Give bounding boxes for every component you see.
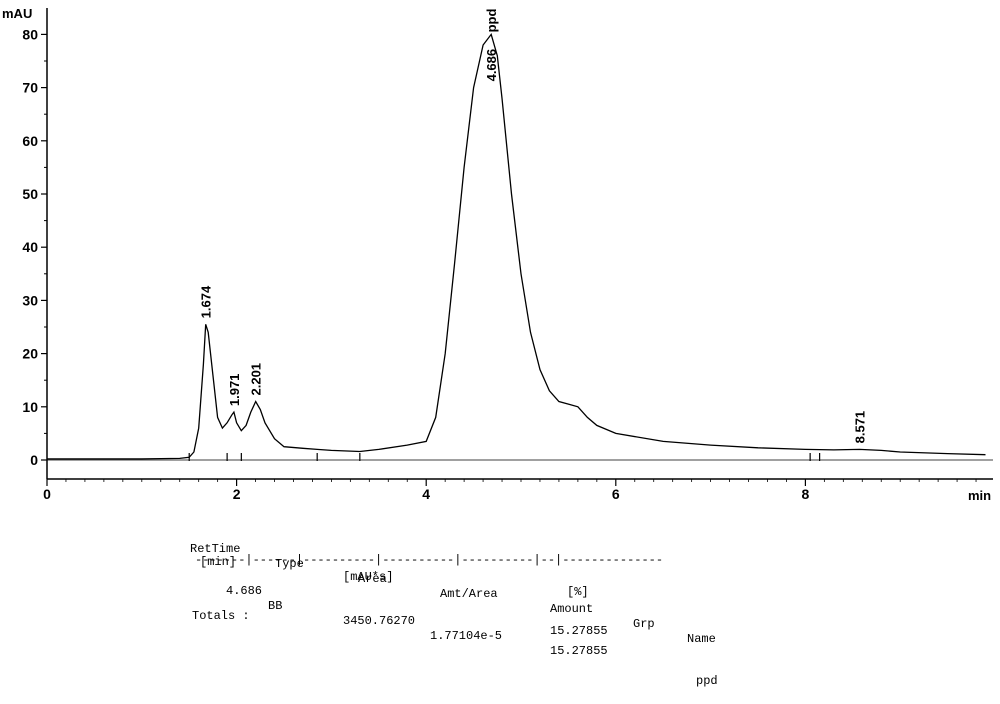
peak-label-group: 1.674 1.971 2.201 8.571 ppd 4.686 bbox=[199, 9, 868, 444]
signal-trace bbox=[47, 32, 986, 460]
report-data-row: 4.686 BB 3450.76270 1.77104e-5 15.27855 … bbox=[190, 569, 830, 688]
y-tick-label-8: 80 bbox=[22, 26, 38, 42]
totals-amount: 15.27855 bbox=[550, 624, 608, 638]
header-amt-area: Amt/Area bbox=[440, 587, 498, 601]
y-tick-label-5: 50 bbox=[22, 186, 38, 202]
x-tick-label-4: 8 bbox=[802, 486, 810, 500]
y-tick-label-2: 20 bbox=[22, 346, 38, 362]
header-type: Type bbox=[275, 557, 304, 571]
cell-amt-area: 1.77104e-5 bbox=[430, 629, 503, 643]
y-tick-label-1: 10 bbox=[22, 399, 38, 415]
y-tick-label-6: 60 bbox=[22, 133, 38, 149]
y-tick-label-3: 30 bbox=[22, 292, 38, 308]
x-axis-label: min bbox=[968, 488, 991, 500]
cell-type: BB bbox=[268, 599, 283, 613]
peak-label-1: 1.971 bbox=[227, 374, 242, 407]
unit-amount: [%] bbox=[567, 585, 589, 599]
unit-rettime: [min] bbox=[200, 555, 237, 569]
report-unit-row: [min] [mAU*s] [%] bbox=[190, 540, 830, 599]
peak-label-2: 2.201 bbox=[249, 363, 264, 396]
y-tick-label-4: 40 bbox=[22, 239, 38, 255]
y-tick-group: 0 10 20 30 40 50 60 70 80 bbox=[22, 26, 47, 468]
header-name: Name bbox=[687, 632, 716, 646]
y-tick-label-7: 70 bbox=[22, 80, 38, 96]
cell-name: ppd bbox=[696, 674, 718, 688]
x-tick-group: 0 2 4 6 8 bbox=[43, 479, 977, 500]
header-rettime: RetTime bbox=[190, 542, 241, 556]
main-peak-name-label: ppd bbox=[484, 9, 499, 33]
x-tick-label-2: 4 bbox=[422, 486, 430, 500]
x-tick-label-0: 0 bbox=[43, 486, 51, 500]
header-grp: Grp bbox=[633, 617, 655, 631]
plot-frame bbox=[46, 8, 993, 480]
baseline-marker-group bbox=[188, 453, 821, 461]
unit-area: [mAU*s] bbox=[343, 570, 394, 584]
header-amount: Amount bbox=[550, 602, 594, 616]
chromatogram-chart: 0 10 20 30 40 50 60 70 80 0 2 4 6 8 mAU min 1.674 1.9… bbox=[2, 6, 993, 500]
main-peak-rt-label: 4.686 bbox=[484, 49, 499, 82]
totals-label: Totals : bbox=[192, 609, 250, 623]
peak-label-3: 8.571 bbox=[853, 411, 868, 444]
cell-rettime: 4.686 bbox=[226, 584, 263, 598]
peak-label-0: 1.674 bbox=[199, 285, 214, 318]
cell-amount: 15.27855 bbox=[550, 644, 608, 658]
cell-area: 3450.76270 bbox=[343, 614, 416, 628]
y-tick-label-0: 0 bbox=[30, 452, 38, 468]
report-totals-row: Totals : 15.27855 bbox=[190, 594, 830, 638]
y-axis-label: mAU bbox=[2, 6, 32, 21]
header-area: Area bbox=[358, 572, 387, 586]
x-tick-label-1: 2 bbox=[233, 486, 241, 500]
report-separator: -------|------|----------|----------|---… bbox=[195, 553, 664, 567]
x-tick-label-3: 6 bbox=[612, 486, 620, 500]
